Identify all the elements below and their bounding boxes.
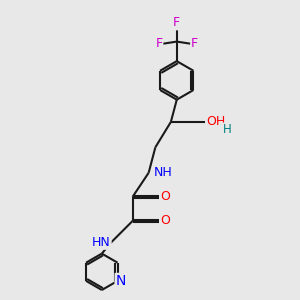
Text: HN: HN	[92, 236, 111, 249]
Text: N: N	[116, 274, 126, 288]
Text: OH: OH	[206, 116, 226, 128]
Text: O: O	[160, 190, 170, 203]
Text: NH: NH	[154, 166, 172, 179]
Text: H: H	[223, 123, 232, 136]
Text: F: F	[173, 16, 180, 29]
Text: F: F	[191, 37, 198, 50]
Text: F: F	[155, 37, 162, 50]
Text: O: O	[160, 214, 170, 227]
